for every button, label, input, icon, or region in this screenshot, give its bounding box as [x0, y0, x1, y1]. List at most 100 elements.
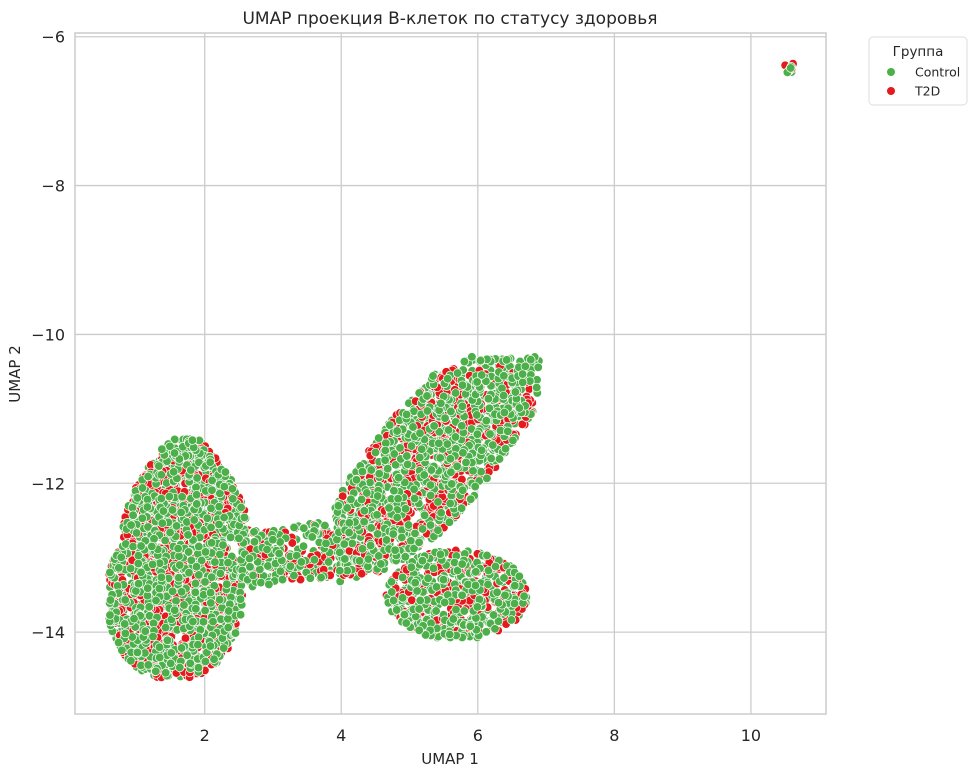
- scatter-point-control: [443, 374, 453, 384]
- x-tick-label: 8: [609, 726, 619, 745]
- scatter-point-control: [157, 444, 167, 454]
- scatter-point-control: [452, 565, 463, 576]
- scatter-point-control: [166, 658, 176, 669]
- scatter-point-control: [419, 510, 430, 520]
- scatter-point-control: [339, 539, 349, 549]
- scatter-point-control: [356, 494, 367, 505]
- scatter-point-control: [207, 572, 217, 582]
- scatter-point-control: [499, 573, 509, 583]
- x-tick-label: 6: [473, 726, 483, 745]
- scatter-point-control: [142, 502, 153, 512]
- scatter-point-control: [457, 421, 467, 431]
- scatter-point-control: [160, 622, 171, 633]
- scatter-point-control: [126, 656, 136, 666]
- scatter-point-control: [206, 538, 217, 548]
- scatter-point-control: [228, 494, 238, 504]
- scatter-point-control: [105, 567, 115, 578]
- scatter-point-control: [333, 501, 344, 511]
- y-axis-label: UMAP 2: [6, 345, 24, 403]
- scatter-point-control: [488, 610, 499, 620]
- scatter-point-control: [482, 550, 492, 561]
- scatter-point-control: [351, 475, 362, 485]
- scatter-point-control: [309, 555, 320, 565]
- scatter-point-control: [415, 452, 425, 463]
- scatter-point-control: [397, 593, 408, 603]
- scatter-point-control: [440, 413, 450, 423]
- scatter-point-control: [400, 477, 410, 488]
- scatter-point-control: [215, 568, 226, 579]
- scatter-point-control: [388, 595, 399, 606]
- scatter-point-control: [499, 407, 510, 418]
- scatter-point-control: [397, 572, 408, 583]
- scatter-point-t2d: [338, 491, 348, 501]
- scatter-point-control: [177, 492, 187, 502]
- scatter-point-control: [160, 535, 170, 546]
- scatter-point-control: [458, 448, 468, 458]
- scatter-point-control: [218, 540, 228, 550]
- scatter-point-control: [215, 549, 225, 560]
- scatter-point-control: [408, 422, 418, 432]
- scatter-point-control: [433, 497, 443, 507]
- scatter-point-control: [445, 454, 456, 464]
- plot-frame: [74, 32, 827, 715]
- scatter-point-control: [143, 471, 153, 482]
- scatter-point-control: [133, 558, 143, 569]
- legend-title: Группа: [893, 44, 944, 60]
- scatter-point-control: [133, 579, 144, 589]
- scatter-point-control: [429, 421, 439, 431]
- scatter-point-control: [499, 371, 509, 381]
- scatter-point-control: [149, 534, 159, 544]
- scatter-point-control: [120, 595, 130, 605]
- scatter-point-control: [120, 619, 130, 629]
- scatter-point-control: [510, 581, 520, 591]
- scatter-point-control: [370, 447, 381, 458]
- scatter-point-control: [143, 583, 153, 593]
- scatter-point-control: [483, 565, 494, 576]
- scatter-point-control: [434, 427, 444, 437]
- scatter-point-t2d: [180, 633, 191, 643]
- scatter-point-control: [207, 485, 217, 495]
- scatter-point-t2d: [357, 569, 367, 579]
- scatter-point-control: [357, 544, 368, 554]
- scatter-point-control: [448, 614, 458, 624]
- scatter-point-control: [156, 572, 167, 582]
- scatter-point-control: [400, 504, 411, 514]
- scatter-point-control: [165, 527, 175, 538]
- scatter-point-control: [191, 490, 202, 500]
- scatter-point-control: [406, 562, 416, 572]
- legend-label-t2d: T2D: [914, 84, 940, 99]
- scatter-point-control: [409, 484, 419, 494]
- scatter-point-control: [468, 466, 478, 476]
- scatter-point-control: [494, 454, 505, 464]
- scatter-point-control: [344, 518, 354, 528]
- scatter-point-control: [174, 454, 185, 464]
- scatter-point-control: [189, 515, 199, 525]
- scatter-point-control: [289, 570, 299, 581]
- scatter-point-control: [465, 621, 475, 631]
- scatter-point-control: [436, 398, 446, 408]
- scatter-point-control: [131, 528, 142, 538]
- scatter-point-control: [401, 618, 411, 628]
- scatter-point-control: [436, 508, 446, 518]
- chart-title: UMAP проекция B-клеток по статусу здоров…: [242, 9, 657, 29]
- scatter-point-control: [483, 579, 493, 590]
- scatter-point-control: [323, 557, 334, 567]
- scatter-point-control: [420, 630, 431, 640]
- scatter-point-control: [133, 551, 144, 561]
- y-tick-label: −14: [31, 623, 65, 642]
- scatter-point-control: [184, 568, 194, 578]
- scatter-point-control: [173, 543, 183, 554]
- scatter-point-control: [176, 507, 186, 518]
- scatter-point-control: [299, 523, 309, 533]
- scatter-point-control: [415, 428, 425, 438]
- scatter-point-control: [390, 545, 400, 555]
- scatter-point-control: [414, 537, 424, 547]
- scatter-point-control: [235, 610, 246, 620]
- scatter-point-control: [277, 574, 288, 585]
- scatter-point-control: [285, 561, 296, 571]
- scatter-point-control: [392, 512, 402, 523]
- scatter-point-control: [425, 480, 436, 490]
- scatter-point-control: [200, 547, 211, 557]
- scatter-point-control: [477, 370, 487, 380]
- scatter-point-control: [151, 666, 161, 676]
